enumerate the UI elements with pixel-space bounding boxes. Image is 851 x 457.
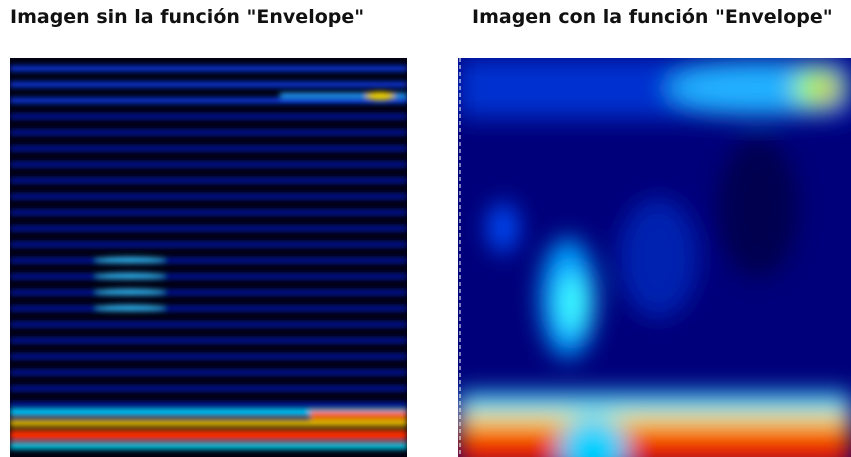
stripe (10, 242, 407, 247)
right-image (458, 58, 851, 457)
stripe (10, 306, 407, 311)
stripe (10, 354, 407, 359)
left-title: Imagen sin la función "Envelope" (10, 6, 364, 28)
stripe-highlight (95, 257, 165, 263)
stripe (10, 146, 407, 151)
stripe (10, 258, 407, 263)
stripe (10, 82, 407, 87)
stripe (10, 386, 407, 391)
stripe (10, 322, 407, 327)
stripe (10, 130, 407, 135)
stripe (10, 402, 407, 407)
right-title: Imagen con la función "Envelope" (472, 6, 833, 28)
stripe (10, 274, 407, 279)
stripe (10, 178, 407, 183)
stripe (10, 210, 407, 215)
stripe (10, 194, 407, 199)
stripe (10, 226, 407, 231)
stripe-highlight (95, 289, 165, 295)
stripe (10, 290, 407, 295)
stripe-highlight (95, 305, 165, 311)
stripe-highlight (95, 273, 165, 279)
left-image (10, 58, 407, 457)
stripe (10, 66, 407, 71)
stripe (10, 114, 407, 119)
stripe (10, 162, 407, 167)
stripe (10, 338, 407, 343)
page: Imagen sin la función "Envelope" Imagen … (0, 0, 851, 457)
stripe (10, 370, 407, 375)
